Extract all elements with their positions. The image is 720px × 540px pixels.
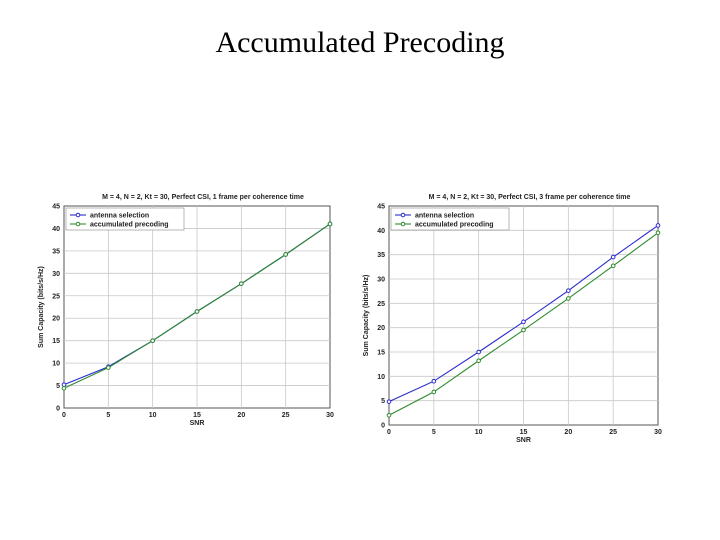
x-tick-label: 20 <box>564 429 572 436</box>
data-point-accumulated-precoding <box>106 365 111 370</box>
y-tick-label: 10 <box>52 361 60 368</box>
y-tick-label: 35 <box>52 248 60 255</box>
data-point-antenna-selection <box>476 349 481 355</box>
y-tick-label: 30 <box>52 271 60 278</box>
y-tick-label: 25 <box>377 301 385 308</box>
legend-marker-antenna-selection <box>75 212 81 218</box>
data-point-accumulated-precoding <box>194 309 200 314</box>
legend-label-antenna-selection: antenna selection <box>415 213 474 220</box>
y-tick-label: 40 <box>52 226 60 233</box>
y-tick-label: 5 <box>56 383 60 390</box>
x-tick-label: 30 <box>326 412 334 419</box>
data-point-accumulated-precoding <box>476 358 481 364</box>
y-tick-label: 0 <box>381 423 385 430</box>
x-tick-label: 10 <box>149 412 157 419</box>
y-tick-label: 30 <box>377 277 385 284</box>
y-axis-label: Sum Capacity (bits/s/Hz) <box>363 275 370 357</box>
slide-title: Accumulated Precoding <box>215 26 505 59</box>
y-tick-label: 20 <box>377 325 385 332</box>
legend-box <box>390 207 510 231</box>
x-tick-label: 0 <box>387 429 391 436</box>
data-point-accumulated-precoding <box>431 389 437 395</box>
y-tick-label: 5 <box>381 398 385 405</box>
legend-marker-antenna-selection <box>400 212 406 218</box>
y-tick-label: 45 <box>377 204 385 211</box>
data-point-antenna-selection <box>566 288 571 293</box>
x-tick-label: 10 <box>475 429 483 436</box>
data-point-accumulated-precoding <box>386 412 392 418</box>
legend-label-antenna-selection: antenna selection <box>90 213 149 220</box>
y-tick-label: 15 <box>52 338 60 345</box>
data-point-accumulated-precoding <box>327 221 333 227</box>
data-point-antenna-selection <box>521 319 526 325</box>
y-tick-label: 0 <box>56 406 60 413</box>
y-tick-label: 10 <box>377 374 385 381</box>
data-point-antenna-selection <box>431 378 437 384</box>
x-tick-label: 15 <box>193 412 201 419</box>
y-tick-label: 40 <box>377 228 385 235</box>
y-axis-label: Sum Capacity (bits/s/Hz) <box>38 266 45 348</box>
x-tick-label: 25 <box>609 429 617 436</box>
chart-left: 0 5 10 15 20 25 30 0 5 10 15 20 25 30 35 40 45 M = 4, N =… <box>30 185 350 445</box>
data-point-accumulated-precoding <box>655 230 661 236</box>
data-point-antenna-selection <box>386 399 392 404</box>
x-axis-label: SNR <box>190 420 205 427</box>
x-tick-label: 20 <box>237 412 245 419</box>
chart-svg: 0 5 10 15 20 25 30 0 5 10 15 20 25 30 35 40 45 M = 4, N =… <box>38 194 334 427</box>
chart-svg: 0 5 10 15 20 25 30 0 5 10 15 20 25 30 35 40 45 M = 4, N =… <box>363 194 662 444</box>
x-tick-label: 0 <box>62 412 66 419</box>
legend-label-accumulated-precoding: accumulated precoding <box>90 222 169 229</box>
x-tick-label: 30 <box>654 429 662 436</box>
x-tick-label: 5 <box>432 429 436 436</box>
y-tick-label: 45 <box>52 204 60 211</box>
chart-title: M = 4, N = 2, Kt = 30, Perfect CSI, 3 fr… <box>429 194 631 201</box>
x-tick-label: 15 <box>520 429 528 436</box>
data-point-accumulated-precoding <box>239 281 244 286</box>
legend-marker-accumulated-precoding <box>75 221 81 227</box>
x-tick-label: 5 <box>106 412 110 419</box>
data-point-antenna-selection <box>61 382 67 387</box>
chart-right: 0 5 10 15 20 25 30 0 5 10 15 20 25 30 35 40 45 M = 4, N =… <box>352 185 672 450</box>
legend-box <box>65 207 185 231</box>
legend-marker-accumulated-precoding <box>400 221 406 227</box>
y-tick-label: 35 <box>377 252 385 259</box>
data-point-antenna-selection <box>610 254 616 260</box>
data-point-accumulated-precoding <box>521 327 526 333</box>
data-point-accumulated-precoding <box>566 296 571 301</box>
x-axis-label: SNR <box>516 437 531 444</box>
data-point-antenna-selection <box>655 223 661 228</box>
y-tick-label: 15 <box>377 350 385 357</box>
data-point-accumulated-precoding <box>283 252 288 257</box>
data-point-accumulated-precoding <box>150 338 155 343</box>
chart-title: M = 4, N = 2, Kt = 30, Perfect CSI, 1 fr… <box>102 194 304 201</box>
y-tick-label: 20 <box>52 316 60 323</box>
x-tick-label: 25 <box>282 412 290 419</box>
legend-label-accumulated-precoding: accumulated precoding <box>415 222 494 229</box>
y-tick-label: 25 <box>52 293 60 300</box>
data-point-accumulated-precoding <box>61 385 67 391</box>
data-point-accumulated-precoding <box>610 263 616 269</box>
